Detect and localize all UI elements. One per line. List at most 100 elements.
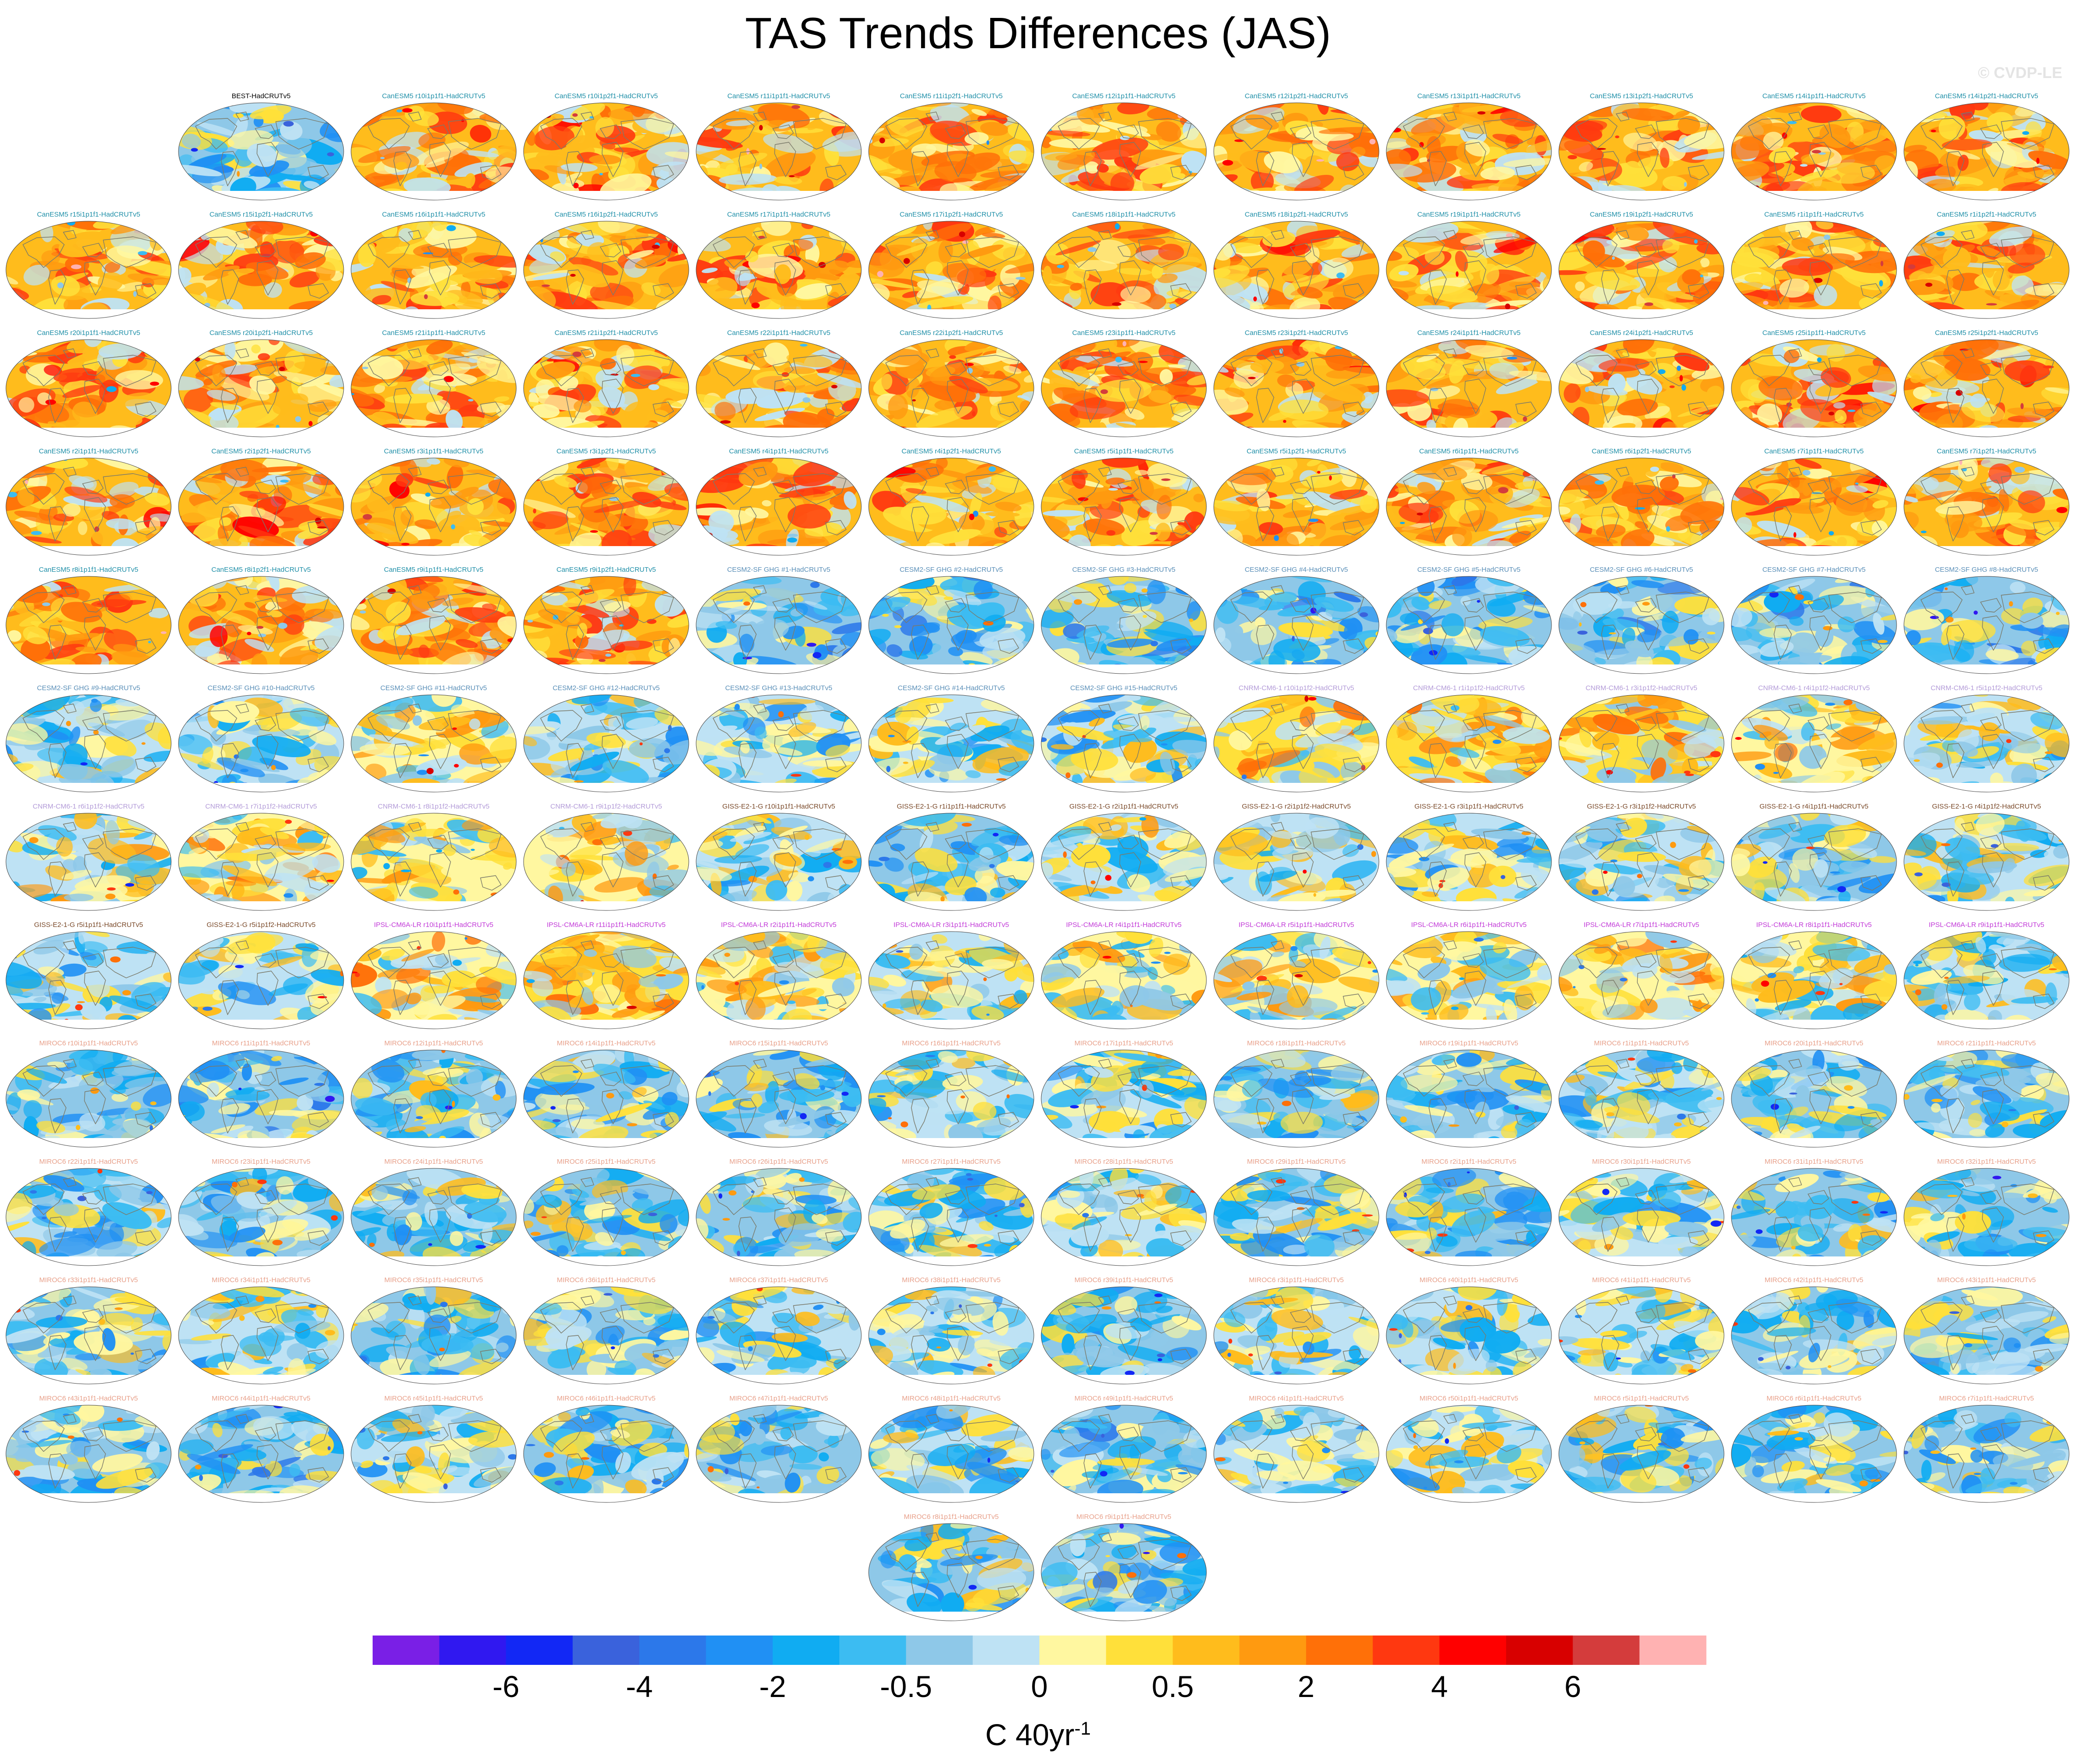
world-map (1558, 1049, 1724, 1148)
map-panel: CanESM5 r10i1p2f1-HadCRUTv5 (522, 92, 690, 202)
map-panel: CanESM5 r9i1p1f1-HadCRUTv5 (350, 565, 518, 675)
map-panel: GISS-E2-1-G r2i1p1f2-HadCRUTv5 (1212, 802, 1380, 912)
panel-title: MIROC6 r1i1p1f1-HadCRUTv5 (1594, 1039, 1689, 1047)
world-map (696, 694, 862, 793)
panel-title: MIROC6 r45i1p1f1-HadCRUTv5 (384, 1395, 483, 1402)
panel-title: CanESM5 r11i1p1f1-HadCRUTv5 (727, 92, 830, 100)
world-map (1386, 931, 1552, 1029)
panel-title: CanESM5 r14i1p1f1-HadCRUTv5 (1762, 92, 1866, 100)
world-map (1386, 1405, 1552, 1503)
map-panel: CanESM5 r3i1p2f1-HadCRUTv5 (522, 447, 690, 557)
map-panel: IPSL-CM6A-LR r5i1p1f1-HadCRUTv5 (1212, 921, 1380, 1031)
panel-title: IPSL-CM6A-LR r10i1p1f1-HadCRUTv5 (374, 921, 494, 929)
world-map (351, 1168, 517, 1266)
world-map (523, 931, 689, 1029)
map-panel: MIROC6 r44i1p1f1-HadCRUTv5 (177, 1394, 345, 1504)
map-panel: CanESM5 r6i1p2f1-HadCRUTv5 (1557, 447, 1725, 557)
world-map (696, 931, 862, 1029)
world-map (351, 1286, 517, 1384)
map-panel: MIROC6 r35i1p1f1-HadCRUTv5 (350, 1276, 518, 1386)
world-map (696, 576, 862, 674)
world-map (868, 931, 1034, 1029)
map-panel: GISS-E2-1-G r4i1p1f2-HadCRUTv5 (1903, 802, 2070, 912)
world-map (1903, 1049, 2070, 1148)
world-map (696, 1405, 862, 1503)
world-map (523, 339, 689, 437)
world-map (696, 458, 862, 556)
panel-title: MIROC6 r46i1p1f1-HadCRUTv5 (557, 1395, 656, 1402)
map-panel: CanESM5 r11i1p1f1-HadCRUTv5 (695, 92, 863, 202)
world-map (1903, 1286, 2070, 1384)
panel-title: CanESM5 r9i1p1f1-HadCRUTv5 (384, 566, 484, 574)
map-panel: MIROC6 r4i1p1f1-HadCRUTv5 (1212, 1394, 1380, 1504)
world-map (1041, 1405, 1207, 1503)
map-panel: MIROC6 r37i1p1f1-HadCRUTv5 (695, 1276, 863, 1386)
map-panel: CESM2-SF GHG #15-HadCRUTv5 (1040, 684, 1208, 794)
world-map (523, 1405, 689, 1503)
map-panel: CanESM5 r22i1p1f1-HadCRUTv5 (695, 329, 863, 439)
panel-title: GISS-E2-1-G r5i1p1f2-HadCRUTv5 (206, 921, 316, 929)
panel-title: MIROC6 r20i1p1f1-HadCRUTv5 (1764, 1039, 1864, 1047)
panel-title: GISS-E2-1-G r4i1p1f2-HadCRUTv5 (1932, 803, 2041, 810)
map-panel: MIROC6 r38i1p1f1-HadCRUTv5 (867, 1276, 1035, 1386)
panel-title: CanESM5 r20i1p1f1-HadCRUTv5 (37, 329, 140, 337)
map-panel: CanESM5 r8i1p1f1-HadCRUTv5 (5, 565, 173, 675)
world-map (1903, 813, 2070, 911)
world-map (1213, 1405, 1379, 1503)
panel-title: GISS-E2-1-G r2i1p1f1-HadCRUTv5 (1069, 803, 1178, 810)
world-map (1041, 1049, 1207, 1148)
panel-title: MIROC6 r50i1p1f1-HadCRUTv5 (1419, 1395, 1518, 1402)
panel-title: CanESM5 r3i1p1f1-HadCRUTv5 (384, 447, 484, 455)
world-map (523, 458, 689, 556)
map-panel: MIROC6 r6i1p1f1-HadCRUTv5 (1730, 1394, 1898, 1504)
world-map (868, 576, 1034, 674)
world-map (868, 1286, 1034, 1384)
world-map (1041, 1286, 1207, 1384)
panel-title: MIROC6 r16i1p1f1-HadCRUTv5 (902, 1039, 1001, 1047)
panel-title: MIROC6 r9i1p1f1-HadCRUTv5 (1076, 1513, 1172, 1521)
map-panel: MIROC6 r18i1p1f1-HadCRUTv5 (1212, 1039, 1380, 1149)
world-map (351, 339, 517, 437)
map-panel: CanESM5 r2i1p1f1-HadCRUTv5 (5, 447, 173, 557)
map-panel: CanESM5 r13i1p1f1-HadCRUTv5 (1385, 92, 1553, 202)
panel-title: CESM2-SF GHG #12-HadCRUTv5 (552, 684, 660, 692)
map-panel: MIROC6 r50i1p1f1-HadCRUTv5 (1385, 1394, 1553, 1504)
panel-title: CESM2-SF GHG #3-HadCRUTv5 (1072, 566, 1176, 574)
map-panel: CanESM5 r2i1p2f1-HadCRUTv5 (177, 447, 345, 557)
world-map (1041, 102, 1207, 201)
panel-title: MIROC6 r19i1p1f1-HadCRUTv5 (1419, 1039, 1518, 1047)
map-panel: CanESM5 r7i1p2f1-HadCRUTv5 (1903, 447, 2070, 557)
panel-title: MIROC6 r42i1p1f1-HadCRUTv5 (1764, 1276, 1864, 1284)
panel-title: IPSL-CM6A-LR r3i1p1f1-HadCRUTv5 (893, 921, 1009, 929)
panel-title: MIROC6 r37i1p1f1-HadCRUTv5 (729, 1276, 828, 1284)
world-map (523, 813, 689, 911)
map-panel: MIROC6 r30i1p1f1-HadCRUTv5 (1557, 1157, 1725, 1267)
world-map (1903, 339, 2070, 437)
panel-title: CanESM5 r11i1p2f1-HadCRUTv5 (900, 92, 1003, 100)
world-map (351, 102, 517, 201)
map-panel: CESM2-SF GHG #7-HadCRUTv5 (1730, 565, 1898, 675)
panel-title: CESM2-SF GHG #2-HadCRUTv5 (899, 566, 1003, 574)
panel-title: CNRM-CM6-1 r3i1p1f2-HadCRUTv5 (1585, 684, 1697, 692)
panel-title: CESM2-SF GHG #5-HadCRUTv5 (1417, 566, 1521, 574)
panel-title: CESM2-SF GHG #14-HadCRUTv5 (898, 684, 1005, 692)
panel-title: CESM2-SF GHG #9-HadCRUTv5 (37, 684, 140, 692)
panel-title: MIROC6 r49i1p1f1-HadCRUTv5 (1074, 1395, 1173, 1402)
panel-title: MIROC6 r24i1p1f1-HadCRUTv5 (384, 1158, 483, 1166)
panel-title: MIROC6 r48i1p1f1-HadCRUTv5 (902, 1395, 1001, 1402)
panel-title: CNRM-CM6-1 r1i1p1f2-HadCRUTv5 (1413, 684, 1525, 692)
world-map (6, 221, 172, 319)
world-map (178, 102, 344, 201)
panel-title: MIROC6 r34i1p1f1-HadCRUTv5 (212, 1276, 311, 1284)
map-panel: MIROC6 r21i1p1f1-HadCRUTv5 (1903, 1039, 2070, 1149)
world-map (1386, 1049, 1552, 1148)
world-map (1731, 1405, 1897, 1503)
panel-title: CESM2-SF GHG #8-HadCRUTv5 (1935, 566, 2038, 574)
panel-title: MIROC6 r27i1p1f1-HadCRUTv5 (902, 1158, 1001, 1166)
world-map (1558, 339, 1724, 437)
panel-title: CanESM5 r24i1p2f1-HadCRUTv5 (1590, 329, 1693, 337)
world-map (1386, 1168, 1552, 1266)
world-map (523, 694, 689, 793)
panel-title: CanESM5 r10i1p2f1-HadCRUTv5 (554, 92, 658, 100)
